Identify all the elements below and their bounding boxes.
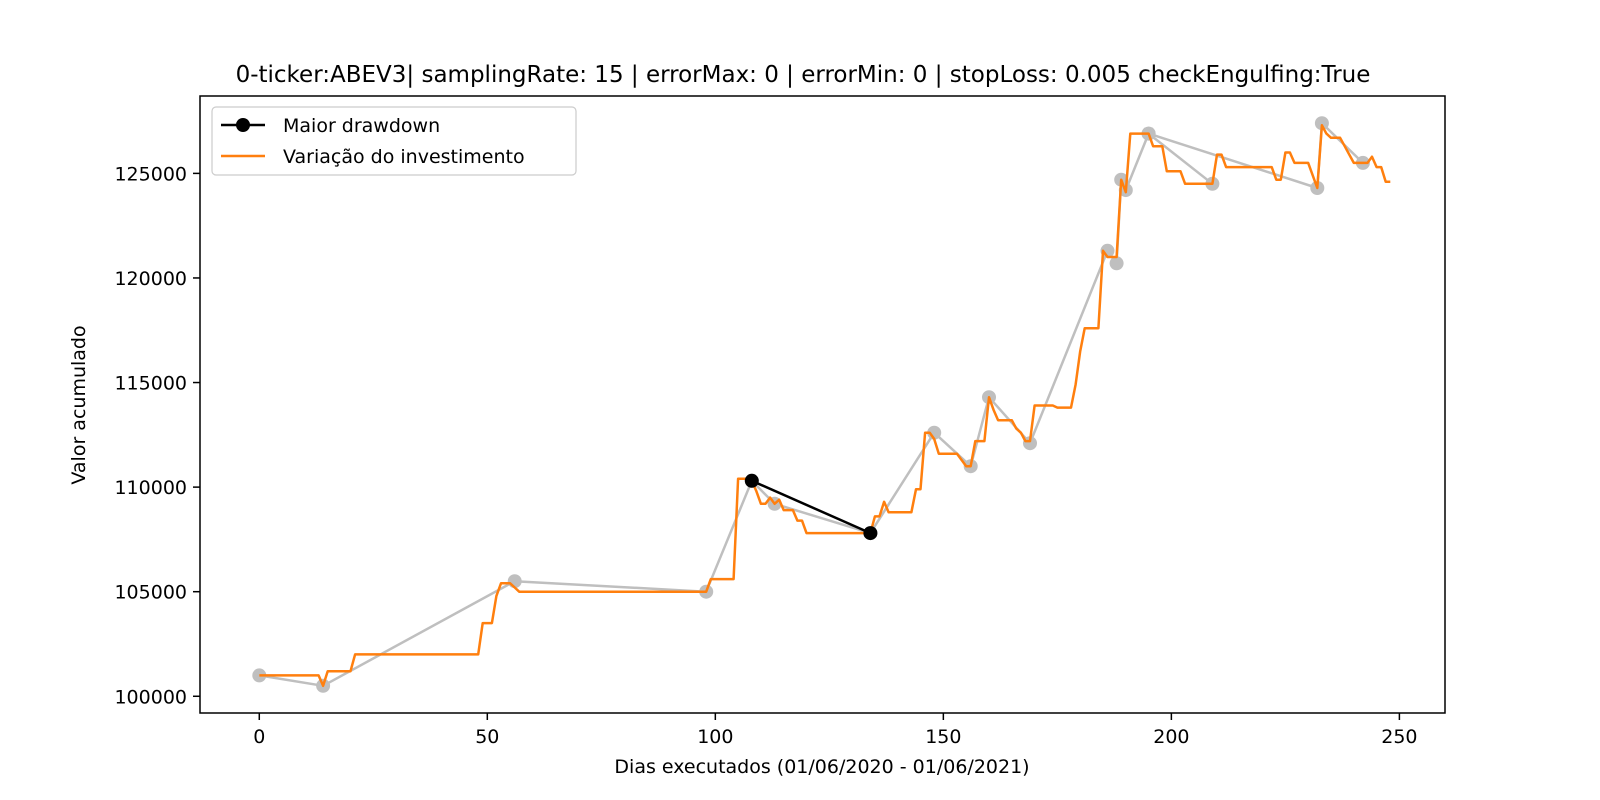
x-axis-label: Dias executados (01/06/2020 - 01/06/2021… — [614, 756, 1029, 778]
x-tick-label: 0 — [253, 726, 265, 748]
y-tick-label: 110000 — [114, 477, 187, 499]
plot-area — [252, 116, 1391, 693]
x-tick-label: 250 — [1381, 726, 1417, 748]
y-axis-label: Valor acumulado — [68, 325, 90, 484]
y-tick-label: 120000 — [114, 268, 187, 290]
y-tick-label: 115000 — [114, 373, 187, 395]
legend: Maior drawdown Variação do investimento — [211, 106, 577, 176]
drawdown-point — [744, 473, 759, 488]
y-axis: 100000 105000 110000 115000 120000 125000 — [114, 163, 200, 708]
legend-drawdown-label: Maior drawdown — [283, 115, 440, 137]
legend-investment-label: Variação do investimento — [283, 146, 525, 168]
legend-drawdown-marker — [236, 118, 250, 132]
x-tick-label: 200 — [1153, 726, 1189, 748]
y-tick-label: 100000 — [114, 686, 187, 708]
drawdown-line — [751, 479, 871, 535]
y-tick-label: 125000 — [114, 163, 187, 185]
x-tick-label: 150 — [925, 726, 961, 748]
y-tick-label: 105000 — [114, 582, 187, 604]
chart-title: 0-ticker:ABEV3| samplingRate: 15 | error… — [236, 62, 1371, 88]
plot-frame — [199, 95, 1446, 714]
extrema-point — [1314, 116, 1329, 131]
x-tick-label: 100 — [697, 726, 733, 748]
extrema-point — [1109, 256, 1124, 271]
extrema-point — [1023, 436, 1037, 451]
legend-box — [211, 106, 577, 176]
x-tick-label: 50 — [475, 726, 499, 748]
x-axis: 0 50 100 150 200 250 — [253, 713, 1418, 748]
investment-line — [259, 124, 1391, 688]
drawdown-point — [863, 526, 878, 541]
